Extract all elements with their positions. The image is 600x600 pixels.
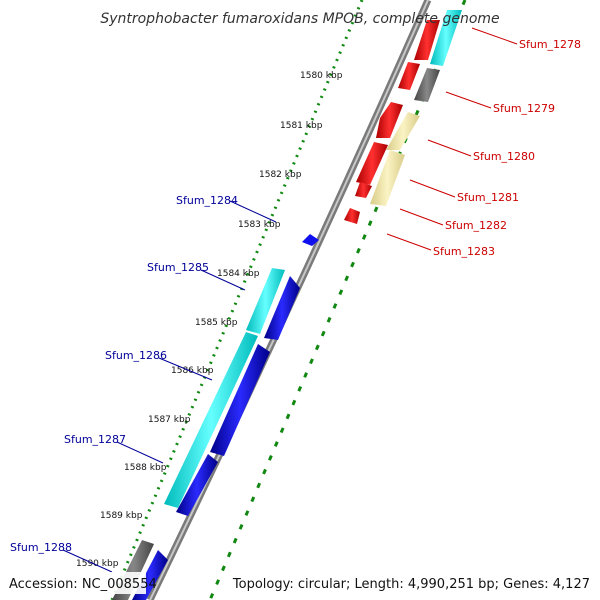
feature-sfum-1281-yellow — [370, 150, 405, 206]
feature-sfum-1285-cyan — [246, 268, 285, 334]
left-gene-labels: Sfum_1284 Sfum_1285 Sfum_1286 Sfum_1287 … — [10, 194, 277, 573]
feature-sfum-1286-cyan — [164, 332, 258, 508]
feature-sfum-1278-cyan — [430, 10, 462, 66]
gene-label-sfum-1286[interactable]: Sfum_1286 — [105, 349, 167, 362]
gene-label-sfum-1282[interactable]: Sfum_1282 — [445, 219, 507, 232]
feature-sfum-1284-blue — [302, 234, 319, 246]
kbp-label: 1585 kbp — [195, 318, 238, 328]
kbp-label: 1588 kbp — [124, 463, 167, 473]
kbp-label: 1590 kbp — [76, 559, 119, 569]
feature-sfum-1287-blue — [176, 454, 218, 516]
label-leader — [158, 357, 213, 381]
gene-label-sfum-1281[interactable]: Sfum_1281 — [457, 191, 519, 204]
label-leader — [471, 27, 518, 45]
accession-backdrop — [4, 572, 146, 594]
feature-sfum-1279-red — [398, 62, 420, 90]
right-strand-features — [344, 10, 462, 224]
feature-sfum-1280-red — [376, 102, 403, 138]
label-leader — [229, 200, 277, 223]
inner-tick-ring — [110, 0, 364, 600]
gene-label-sfum-1287[interactable]: Sfum_1287 — [64, 433, 126, 446]
kbp-label: 1584 kbp — [217, 269, 260, 279]
kbp-label: 1580 kbp — [300, 71, 343, 81]
label-leader — [445, 91, 492, 109]
kbp-label: 1582 kbp — [259, 170, 302, 180]
label-leader — [62, 549, 113, 573]
gene-label-sfum-1280[interactable]: Sfum_1280 — [473, 150, 535, 163]
feature-sfum-1279-gray — [414, 68, 440, 102]
gene-label-sfum-1278[interactable]: Sfum_1278 — [519, 38, 581, 51]
gene-label-sfum-1288[interactable]: Sfum_1288 — [10, 541, 72, 554]
label-leader — [427, 139, 472, 157]
topology-backdrop — [256, 572, 594, 594]
kbp-tick-labels: 1580 kbp 1581 kbp 1582 kbp 1583 kbp 1584… — [76, 71, 343, 569]
label-leader — [386, 233, 432, 251]
feature-sfum-1283-red — [344, 208, 360, 224]
feature-sfum-1278-red — [414, 20, 440, 60]
gene-label-sfum-1283[interactable]: Sfum_1283 — [433, 245, 495, 258]
topology-text: Topology: circular; Length: 4,990,251 bp… — [232, 577, 590, 592]
label-leader — [116, 441, 164, 464]
label-leader — [200, 269, 246, 291]
kbp-label: 1589 kbp — [100, 511, 143, 521]
label-leader — [399, 208, 444, 226]
kbp-label: 1583 kbp — [238, 220, 281, 230]
kbp-label: 1581 kbp — [280, 121, 323, 131]
label-leader — [409, 179, 456, 198]
feature-sfum-1285-blue — [264, 276, 300, 340]
kbp-label: 1587 kbp — [148, 415, 191, 425]
feature-sfum-1282-red — [355, 182, 372, 198]
gene-label-sfum-1279[interactable]: Sfum_1279 — [493, 102, 555, 115]
right-gene-labels: Sfum_1278 Sfum_1279 Sfum_1280 Sfum_1281 … — [386, 27, 581, 258]
gene-label-sfum-1285[interactable]: Sfum_1285 — [147, 261, 209, 274]
feature-sfum-1286-blue — [210, 344, 270, 456]
kbp-label: 1586 kbp — [171, 366, 214, 376]
accession-text: Accession: NC_008554 — [9, 577, 157, 592]
feature-sfum-1280-yellow — [386, 112, 420, 150]
feature-sfum-1281-red — [356, 142, 388, 185]
gene-label-sfum-1284[interactable]: Sfum_1284 — [176, 194, 238, 207]
map-title: Syntrophobacter fumaroxidans MPOB, compl… — [100, 11, 499, 27]
